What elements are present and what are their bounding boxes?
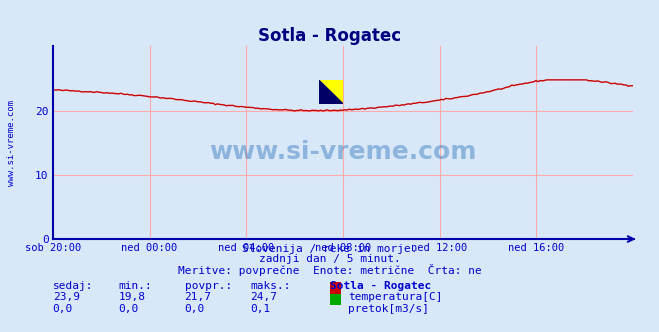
Text: povpr.:: povpr.: (185, 281, 232, 290)
Text: 24,7: 24,7 (250, 292, 277, 302)
Text: min.:: min.: (119, 281, 152, 290)
Text: 19,8: 19,8 (119, 292, 146, 302)
Text: pretok[m3/s]: pretok[m3/s] (348, 304, 429, 314)
Text: sedaj:: sedaj: (53, 281, 93, 290)
Text: www.si-vreme.com: www.si-vreme.com (209, 140, 476, 164)
Text: Slovenija / reke in morje.: Slovenija / reke in morje. (242, 244, 417, 254)
Text: 0,1: 0,1 (250, 304, 271, 314)
Text: temperatura[C]: temperatura[C] (348, 292, 442, 302)
Text: Sotla - Rogatec: Sotla - Rogatec (330, 281, 431, 290)
Text: Sotla - Rogatec: Sotla - Rogatec (258, 27, 401, 44)
Text: www.si-vreme.com: www.si-vreme.com (7, 100, 16, 186)
Text: 0,0: 0,0 (185, 304, 205, 314)
Text: 23,9: 23,9 (53, 292, 80, 302)
Text: Meritve: povprečne  Enote: metrične  Črta: ne: Meritve: povprečne Enote: metrične Črta:… (178, 264, 481, 276)
Polygon shape (319, 80, 343, 104)
Text: maks.:: maks.: (250, 281, 291, 290)
Text: zadnji dan / 5 minut.: zadnji dan / 5 minut. (258, 254, 401, 264)
Text: 0,0: 0,0 (119, 304, 139, 314)
Polygon shape (319, 80, 343, 104)
Text: 0,0: 0,0 (53, 304, 73, 314)
Text: 21,7: 21,7 (185, 292, 212, 302)
